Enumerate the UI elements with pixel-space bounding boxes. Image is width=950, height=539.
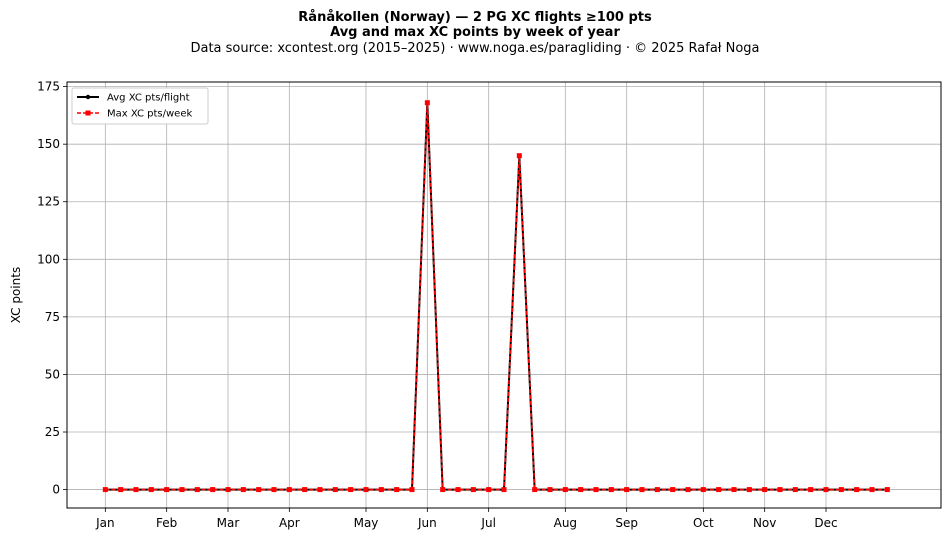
legend-frame	[71, 87, 209, 125]
data-point	[317, 487, 323, 493]
data-point	[148, 487, 154, 493]
plot-frame	[66, 81, 942, 509]
data-point	[394, 487, 400, 493]
data-point	[854, 487, 860, 493]
data-point	[808, 487, 814, 493]
chart-title-block: Rånåkollen (Norway) — 2 PG XC flights ≥1…	[0, 10, 950, 58]
legend-marker-avg	[85, 94, 91, 100]
x-tick-label: Feb	[156, 516, 177, 530]
data-point	[225, 487, 231, 493]
series-line-1	[105, 101, 888, 491]
data-point	[516, 153, 522, 159]
data-point	[363, 487, 369, 493]
data-point	[746, 487, 752, 493]
data-point	[823, 487, 829, 493]
series-line-0	[105, 101, 888, 491]
x-tick-label: Dec	[814, 516, 837, 530]
data-point	[302, 487, 308, 493]
data-point	[133, 487, 139, 493]
data-point	[256, 487, 262, 493]
data-point	[286, 487, 292, 493]
data-point	[409, 487, 415, 493]
data-point	[486, 487, 492, 493]
data-point	[792, 487, 798, 493]
data-point	[608, 487, 614, 493]
data-point	[639, 487, 645, 493]
chart-title: Rånåkollen (Norway) — 2 PG XC flights ≥1…	[298, 10, 652, 25]
data-point	[424, 100, 430, 106]
data-point	[240, 487, 246, 493]
data-point	[716, 487, 722, 493]
y-tick-label: 50	[45, 367, 60, 381]
data-point	[378, 487, 384, 493]
y-tick-label: 100	[37, 252, 60, 266]
x-axis-ticks: Jan Feb Mar Apr May Jun Jul Aug Sep Oct Nov Dec	[95, 508, 838, 530]
data-point	[578, 487, 584, 493]
data-point	[118, 487, 124, 493]
data-point	[210, 487, 216, 493]
data-point	[777, 487, 783, 493]
grid-lines	[67, 82, 941, 508]
data-point	[332, 487, 338, 493]
data-point	[869, 487, 875, 493]
data-point	[179, 487, 185, 493]
x-tick-label: May	[354, 516, 379, 530]
data-point	[593, 487, 599, 493]
legend-marker-max	[85, 110, 91, 116]
y-tick-label: 25	[45, 425, 60, 439]
chart-subtitle: Data source: xcontest.org (2015–2025) · …	[190, 41, 760, 56]
data-point	[501, 487, 507, 493]
data-point	[762, 487, 768, 493]
data-point	[547, 487, 553, 493]
y-tick-label: 125	[37, 195, 60, 209]
data-point	[271, 487, 277, 493]
chart-title-secondary: Avg and max XC points by week of year	[330, 25, 620, 40]
x-tick-label: Jan	[95, 516, 115, 530]
y-tick-label: 150	[37, 137, 60, 151]
x-tick-label: Sep	[615, 516, 638, 530]
data-point	[194, 487, 200, 493]
data-point	[470, 487, 476, 493]
series-layer	[102, 100, 890, 493]
data-point	[670, 487, 676, 493]
y-axis-ticks: 0 25 50 75 100 125 150 175	[37, 80, 67, 497]
x-tick-label: Mar	[217, 516, 240, 530]
legend: Avg XC pts/flight Max XC pts/week	[71, 87, 209, 125]
data-point	[455, 487, 461, 493]
x-tick-label: Nov	[753, 516, 776, 530]
x-tick-label: Apr	[279, 516, 300, 530]
data-point	[532, 487, 538, 493]
legend-label-avg: Avg XC pts/flight	[107, 93, 190, 104]
y-axis-label: XC points	[9, 267, 23, 323]
data-point	[164, 487, 170, 493]
legend-label-max: Max XC pts/week	[107, 109, 192, 120]
data-point	[562, 487, 568, 493]
data-point	[731, 487, 737, 493]
x-tick-label: Jul	[480, 516, 495, 530]
data-point	[624, 487, 630, 493]
data-point	[440, 487, 446, 493]
data-point	[348, 487, 354, 493]
y-tick-label: 75	[45, 310, 60, 324]
x-tick-label: Jun	[417, 516, 437, 530]
data-point	[838, 487, 844, 493]
y-tick-label: 175	[37, 80, 60, 94]
x-tick-label: Aug	[554, 516, 577, 530]
data-point	[884, 487, 890, 493]
y-tick-label: 0	[52, 483, 60, 497]
data-point	[654, 487, 660, 493]
data-point	[685, 487, 691, 493]
data-point	[700, 487, 706, 493]
x-tick-label: Oct	[693, 516, 714, 530]
data-point	[102, 487, 108, 493]
